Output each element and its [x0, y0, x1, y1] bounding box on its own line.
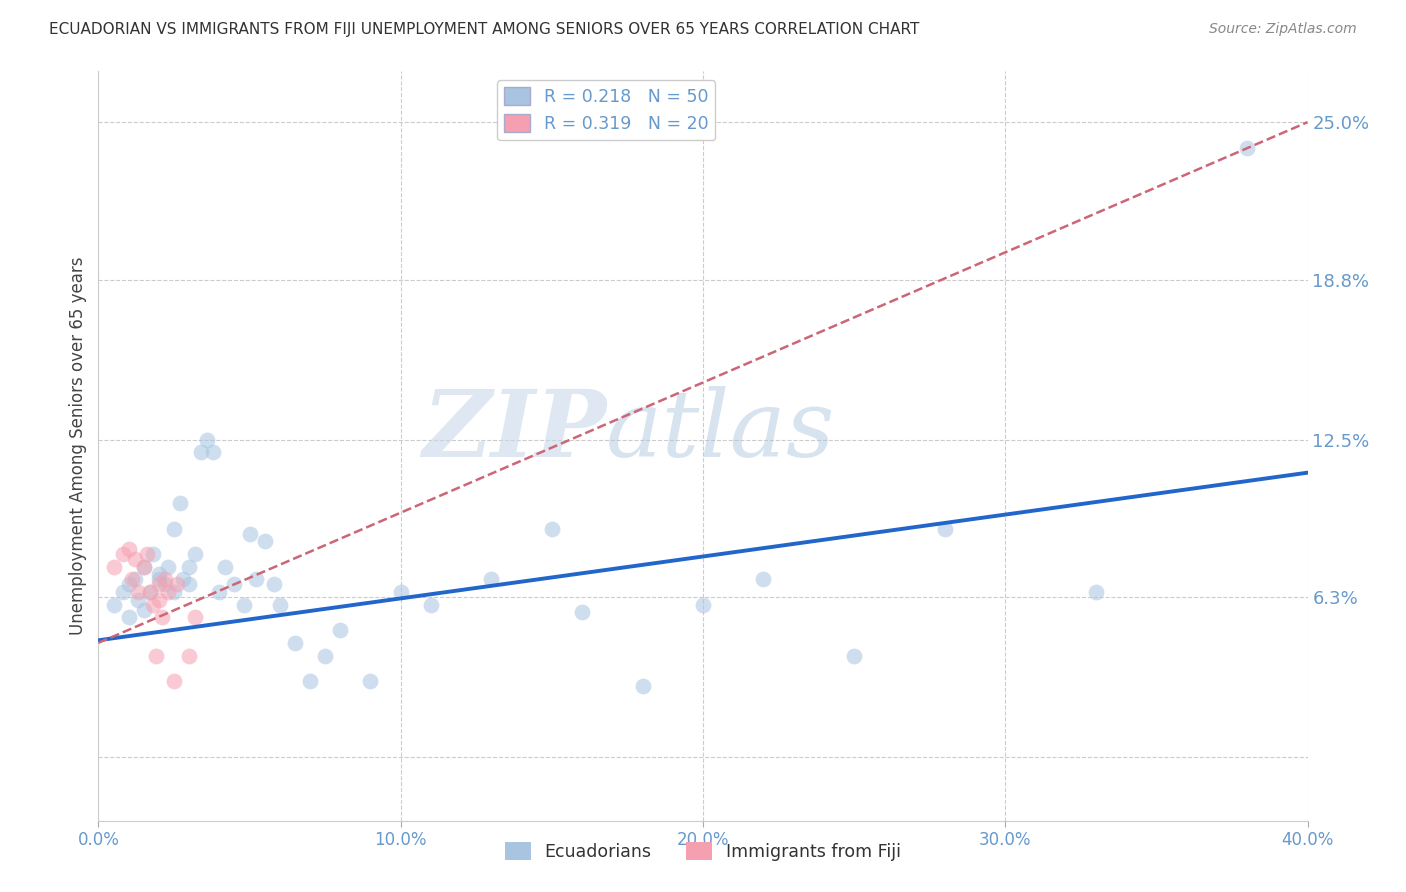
Text: ZIP: ZIP [422, 386, 606, 476]
Point [844, 648, 866, 663]
Point [132, 559, 155, 574]
Point [150, 610, 173, 624]
Point [245, 572, 267, 586]
Point [118, 610, 141, 624]
Point [239, 526, 262, 541]
Point [299, 673, 322, 688]
Legend: Ecuadorians, Immigrants from Fiji: Ecuadorians, Immigrants from Fiji [498, 836, 908, 868]
Point [184, 610, 207, 624]
Point [329, 623, 352, 637]
Point [214, 559, 236, 574]
Point [111, 547, 134, 561]
Point [481, 572, 503, 586]
Point [692, 598, 714, 612]
Point [145, 648, 167, 663]
Point [142, 547, 165, 561]
Point [184, 547, 207, 561]
Point [118, 541, 141, 556]
Point [163, 585, 186, 599]
Point [253, 534, 276, 549]
Point [631, 679, 654, 693]
Point [169, 496, 191, 510]
Text: ECUADORIAN VS IMMIGRANTS FROM FIJI UNEMPLOYMENT AMONG SENIORS OVER 65 YEARS CORR: ECUADORIAN VS IMMIGRANTS FROM FIJI UNEMP… [49, 22, 920, 37]
Point [148, 567, 170, 582]
Point [752, 572, 775, 586]
Point [103, 598, 125, 612]
Point [232, 598, 254, 612]
Point [153, 572, 176, 586]
Point [389, 585, 412, 599]
Point [118, 577, 141, 591]
Point [224, 577, 246, 591]
Point [1236, 140, 1258, 154]
Point [139, 585, 162, 599]
Point [179, 648, 201, 663]
Point [153, 577, 176, 591]
Point [135, 547, 157, 561]
Point [139, 585, 162, 599]
Point [571, 606, 593, 620]
Point [166, 577, 188, 591]
Point [314, 648, 336, 663]
Point [156, 585, 179, 599]
Point [934, 522, 956, 536]
Point [540, 522, 562, 536]
Point [124, 552, 146, 566]
Point [132, 559, 155, 574]
Point [111, 585, 134, 599]
Text: Source: ZipAtlas.com: Source: ZipAtlas.com [1209, 22, 1357, 37]
Point [420, 598, 443, 612]
Point [360, 673, 382, 688]
Point [195, 433, 218, 447]
Point [1085, 585, 1108, 599]
Point [132, 603, 155, 617]
Point [190, 445, 212, 459]
Point [127, 592, 149, 607]
Point [148, 577, 170, 591]
Point [124, 572, 146, 586]
Point [172, 572, 194, 586]
Point [202, 445, 225, 459]
Y-axis label: Unemployment Among Seniors over 65 years: Unemployment Among Seniors over 65 years [69, 257, 87, 635]
Point [148, 572, 170, 586]
Point [179, 559, 201, 574]
Point [127, 585, 149, 599]
Text: atlas: atlas [606, 386, 835, 476]
Point [148, 592, 170, 607]
Point [156, 559, 179, 574]
Point [179, 577, 201, 591]
Point [142, 598, 165, 612]
Point [103, 559, 125, 574]
Point [121, 572, 143, 586]
Point [263, 577, 285, 591]
Point [163, 673, 186, 688]
Point [284, 636, 307, 650]
Point [208, 585, 231, 599]
Point [163, 522, 186, 536]
Point [269, 598, 291, 612]
